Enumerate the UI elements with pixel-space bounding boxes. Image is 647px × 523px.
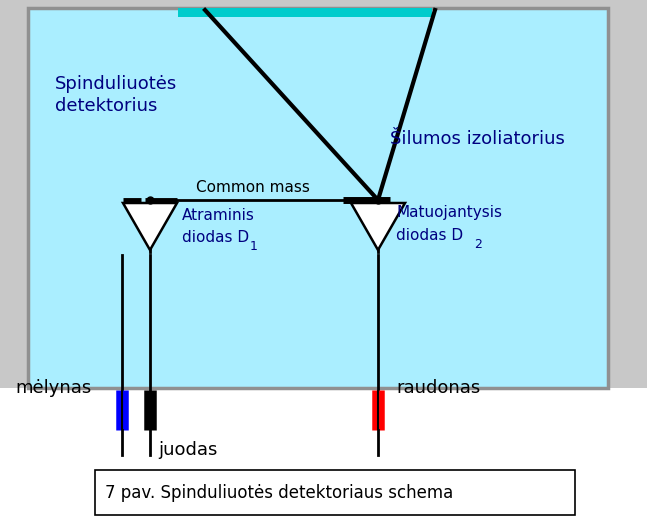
Text: juodas: juodas xyxy=(158,441,217,459)
Text: Common mass: Common mass xyxy=(196,180,310,196)
Text: Spinduliuotės
detektorius: Spinduliuotės detektorius xyxy=(55,75,177,115)
Text: 1: 1 xyxy=(250,241,258,254)
Text: mėlynas: mėlynas xyxy=(15,379,91,397)
Bar xyxy=(28,8,608,388)
Polygon shape xyxy=(351,203,405,250)
Text: diodas D: diodas D xyxy=(182,231,249,245)
Polygon shape xyxy=(123,203,177,250)
Text: 7 pav. Spinduliuotės detektoriaus schema: 7 pav. Spinduliuotės detektoriaus schema xyxy=(105,483,454,502)
Text: Šilumos izoliatorius: Šilumos izoliatorius xyxy=(390,130,565,148)
Text: Atraminis: Atraminis xyxy=(182,208,255,222)
Text: 2: 2 xyxy=(474,237,482,251)
Bar xyxy=(95,470,575,515)
Text: diodas D: diodas D xyxy=(396,228,463,243)
Text: raudonas: raudonas xyxy=(396,379,480,397)
Text: Matuojantysis: Matuojantysis xyxy=(396,204,502,220)
Bar xyxy=(0,388,647,523)
Bar xyxy=(178,8,432,17)
